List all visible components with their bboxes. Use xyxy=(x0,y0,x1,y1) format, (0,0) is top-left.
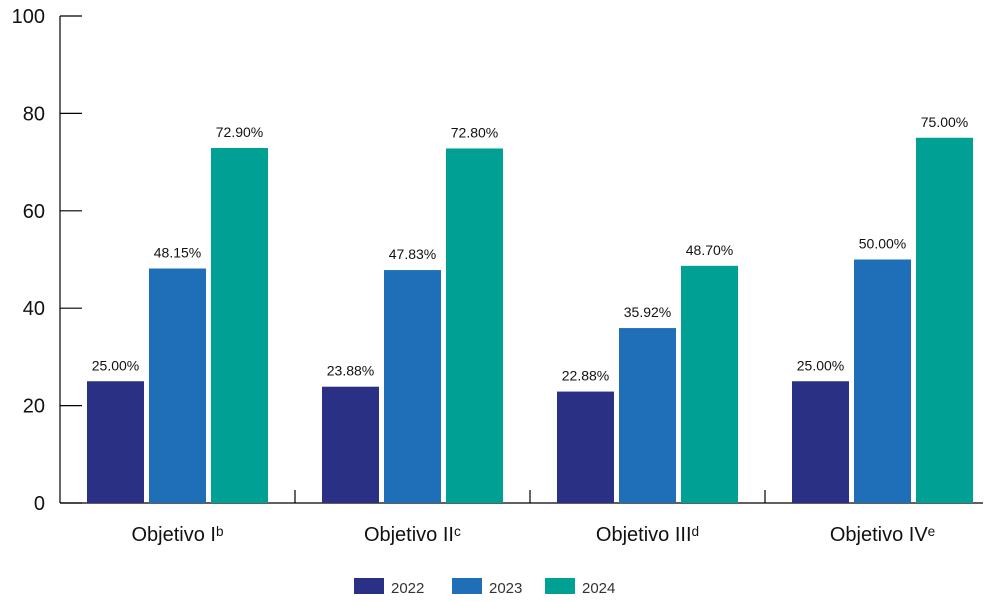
bar-2023-3 xyxy=(619,328,676,503)
data-label: 25.00% xyxy=(797,357,844,373)
data-label: 75.00% xyxy=(921,114,968,130)
data-label: 47.83% xyxy=(389,246,436,262)
legend-item-2022: 2022 xyxy=(354,578,424,597)
bar-2024-4 xyxy=(916,137,973,503)
category-label: Objetivo IIᶜ xyxy=(364,524,461,546)
legend-swatch xyxy=(545,578,575,594)
bar-2022-1 xyxy=(87,381,144,503)
y-tick-label: 40 xyxy=(23,298,45,320)
data-label: 72.80% xyxy=(451,124,498,140)
category-label: Objetivo IVᵉ xyxy=(830,524,935,546)
data-label: 72.90% xyxy=(216,124,263,140)
legend: 2022 2023 2024 xyxy=(354,578,615,597)
bar-2023-2 xyxy=(384,270,441,503)
data-label: 48.15% xyxy=(154,245,201,261)
data-labels: 25.00% 48.15% 72.90% 23.88% 47.83% 72.80% 22.8… xyxy=(92,114,968,384)
legend-item-2024: 2024 xyxy=(545,578,615,597)
y-tick-label: 60 xyxy=(23,201,45,223)
bar-2024-3 xyxy=(681,265,738,503)
data-label: 22.88% xyxy=(562,368,609,384)
data-label: 50.00% xyxy=(859,236,906,252)
legend-label: 2024 xyxy=(582,580,615,597)
legend-item-2023: 2023 xyxy=(452,578,522,597)
y-tick-label: 20 xyxy=(23,396,45,418)
bar-2024-1 xyxy=(211,147,268,504)
bar-2023-4 xyxy=(854,259,911,503)
bar-2022-4 xyxy=(792,381,849,503)
y-tick-labels: 0 20 40 60 80 100 xyxy=(12,6,45,515)
legend-swatch xyxy=(354,578,384,594)
bar-2022-2 xyxy=(322,386,379,503)
legend-label: 2022 xyxy=(391,580,424,597)
data-label: 23.88% xyxy=(327,363,374,379)
bar-2024-2 xyxy=(446,148,503,504)
bar-2023-1 xyxy=(149,268,206,503)
y-tick-label: 80 xyxy=(23,103,45,125)
y-tick-label: 100 xyxy=(12,6,45,28)
y-tick-label: 0 xyxy=(34,493,45,515)
legend-label: 2023 xyxy=(489,580,522,597)
category-label: Objetivo IIIᵈ xyxy=(596,524,699,546)
category-label: Objetivo Iᵇ xyxy=(131,524,223,546)
legend-swatch xyxy=(452,578,482,594)
data-label: 25.00% xyxy=(92,357,139,373)
category-labels: Objetivo Iᵇ Objetivo IIᶜ Objetivo IIIᵈ Obje… xyxy=(131,524,935,546)
data-label: 35.92% xyxy=(624,304,671,320)
bar-2022-3 xyxy=(557,391,614,503)
data-label: 48.70% xyxy=(686,242,733,258)
bars xyxy=(87,137,973,504)
